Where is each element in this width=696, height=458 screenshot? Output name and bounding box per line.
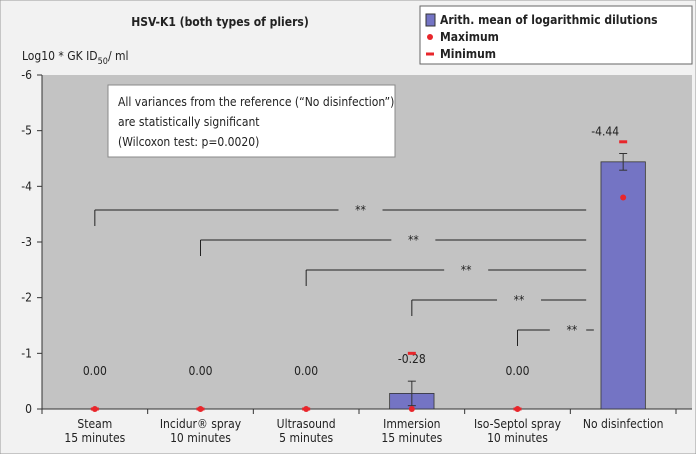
- y-label-sub: 50: [98, 57, 108, 67]
- legend-label: Minimum: [440, 47, 496, 61]
- significance-label: **: [514, 293, 525, 307]
- value-label: 0.00: [505, 364, 529, 378]
- maximum-marker: [620, 194, 627, 201]
- x-tick-label: Immersion: [383, 417, 440, 431]
- legend-swatch: [426, 52, 434, 56]
- annotation-text: All variances from the reference (“No di…: [118, 95, 394, 109]
- y-tick-label: -6: [21, 68, 32, 82]
- x-tick-label: 10 minutes: [487, 431, 548, 445]
- legend: [419, 5, 693, 65]
- x-tick-label: Ultrasound: [277, 417, 336, 431]
- x-tick-label: 10 minutes: [170, 431, 231, 445]
- value-label: 0.00: [83, 364, 107, 378]
- y-tick-label: 0: [25, 402, 32, 416]
- value-label: -4.44: [591, 124, 619, 138]
- y-label-main: Log10 * GK ID: [22, 49, 98, 63]
- minimum-marker: [407, 351, 416, 355]
- legend-swatch: [425, 13, 436, 27]
- value-label: -0.28: [398, 352, 426, 366]
- x-tick-label: Iso-Septol spray: [474, 417, 562, 431]
- legend-label: Maximum: [440, 30, 499, 44]
- chart-title: HSV-K1 (both types of pliers): [131, 15, 309, 29]
- x-tick-label: No disinfection: [583, 417, 663, 431]
- maximum-marker: [408, 406, 415, 412]
- legend-swatch: [427, 34, 433, 40]
- maximum-marker: [303, 406, 310, 412]
- maximum-marker: [197, 406, 204, 412]
- legend-label: Arith. mean of logarithmic dilutions: [440, 13, 658, 27]
- maximum-marker: [91, 406, 98, 412]
- y-tick-label: -3: [21, 235, 32, 249]
- bar: [600, 161, 646, 410]
- x-tick-label: 15 minutes: [381, 431, 442, 445]
- value-label: 0.00: [188, 364, 212, 378]
- x-tick-label: 15 minutes: [64, 431, 125, 445]
- y-tick-label: -2: [21, 291, 32, 305]
- annotation-box: [107, 84, 396, 158]
- x-tick-label: Steam: [77, 417, 112, 431]
- y-label-end: / ml: [108, 49, 129, 63]
- x-tick-label: 5 minutes: [279, 431, 333, 445]
- minimum-marker: [619, 140, 628, 144]
- y-tick-label: -5: [21, 124, 32, 138]
- annotation-text: (Wilcoxon test: p=0.0020): [118, 135, 259, 149]
- y-axis-label: Log10 * GK ID50/ ml: [22, 49, 129, 67]
- y-tick-label: -4: [21, 179, 32, 193]
- significance-label: **: [566, 323, 577, 337]
- significance-label: **: [355, 203, 366, 217]
- value-label: 0.00: [294, 364, 318, 378]
- maximum-marker: [514, 406, 521, 412]
- y-tick-label: -1: [21, 346, 32, 360]
- x-tick-label: Incidur® spray: [160, 417, 242, 431]
- annotation-text: are statistically significant: [118, 115, 260, 129]
- significance-label: **: [461, 263, 472, 277]
- significance-label: **: [408, 233, 419, 247]
